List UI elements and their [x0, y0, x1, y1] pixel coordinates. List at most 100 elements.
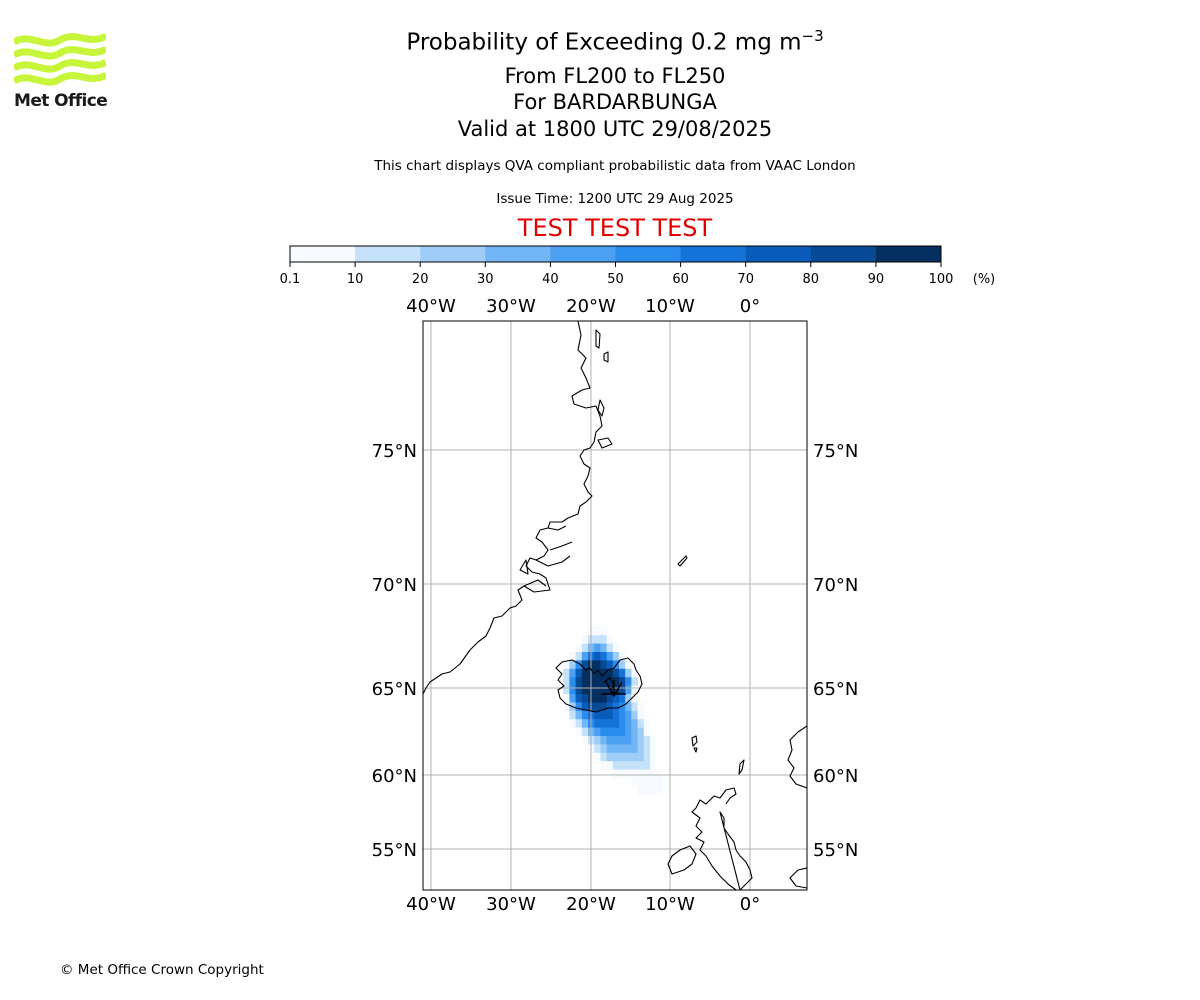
met-office-logo-icon — [14, 32, 106, 86]
longitude-label-bottom: 20°W — [566, 894, 616, 915]
plume-cell — [637, 727, 645, 737]
plume-cell — [569, 685, 576, 695]
colorbar-unit: (%) — [973, 272, 996, 287]
plume-cell — [625, 727, 632, 737]
plume-cell — [575, 727, 583, 737]
plume-cell — [650, 736, 657, 745]
longitude-label-top: 30°W — [486, 296, 536, 317]
scandinavia-south-coastline — [789, 867, 807, 889]
plume-cell — [612, 702, 620, 712]
iceland-detail — [603, 677, 615, 691]
greenland-island-a — [595, 329, 601, 349]
plume-cell — [600, 668, 607, 678]
plume-cell — [619, 677, 626, 686]
plume-cell — [575, 652, 583, 661]
plume-cell — [625, 761, 632, 770]
plume-cell — [625, 677, 632, 686]
plume-cell — [563, 677, 570, 686]
plume-cell — [643, 736, 651, 745]
plume-cell — [637, 752, 645, 762]
plume-cell — [563, 702, 570, 712]
coastlines — [423, 321, 807, 890]
iceland-coastline — [555, 657, 643, 713]
plume-cell — [637, 778, 645, 787]
plume-cell — [612, 752, 620, 762]
plume-cell — [606, 752, 614, 762]
plume-cell — [631, 778, 638, 787]
logo-wave-2 — [14, 45, 106, 60]
longitude-label-top: 10°W — [645, 296, 695, 317]
plume-cell — [581, 710, 589, 720]
plume-cell — [594, 660, 601, 670]
plume-cell — [575, 685, 583, 695]
colorbar-tick-label: 50 — [607, 272, 624, 287]
plume-cell — [581, 736, 589, 745]
plume-cell — [594, 719, 601, 728]
plume-cell — [656, 778, 663, 787]
plume-cell — [600, 677, 607, 686]
plume-cell — [575, 702, 583, 712]
plume-cell — [581, 643, 589, 653]
ash-probability-plume — [563, 626, 663, 796]
plume-cell — [606, 761, 614, 770]
colorbar-swatch — [290, 246, 356, 262]
plume-cell — [563, 694, 570, 703]
plume-cell — [643, 761, 651, 770]
colorbar-tick-label: 20 — [412, 272, 429, 287]
plume-cell — [600, 694, 607, 703]
plume-cell — [600, 652, 607, 661]
plume-cell — [650, 769, 657, 779]
plume-cell — [631, 685, 638, 695]
issue-time: Issue Time: 1200 UTC 29 Aug 2025 — [496, 191, 734, 207]
plume-cell — [594, 694, 601, 703]
latitude-label-right: 55°N — [813, 840, 858, 861]
plume-cell — [569, 652, 576, 661]
plume-cell — [581, 652, 589, 661]
title-flight-levels: From FL200 to FL250 — [504, 64, 726, 88]
plume-cell — [637, 736, 645, 745]
plume-cell — [581, 677, 589, 686]
plume-cell — [563, 660, 570, 670]
shetland-islands — [738, 759, 745, 775]
jan-mayen-coastline — [677, 555, 688, 567]
colorbar-swatch — [745, 246, 812, 262]
title-volcano: For BARDARBUNGA — [513, 90, 717, 114]
plume-cell — [650, 761, 657, 770]
plume-cell — [631, 668, 638, 678]
longitude-label-top: 20°W — [566, 296, 616, 317]
plume-cell — [625, 710, 632, 720]
colorbar-swatch — [810, 246, 877, 262]
plume-cell — [625, 660, 632, 670]
plume-cell — [594, 736, 601, 745]
plume-cell — [594, 668, 601, 678]
plume-cell — [569, 719, 576, 728]
plume-cell — [612, 769, 620, 779]
plume-cell — [569, 668, 576, 678]
plume-cell — [606, 702, 614, 712]
plume-cell — [619, 710, 626, 720]
plume-cell — [606, 635, 614, 644]
plume-cell — [643, 786, 651, 796]
map-frame — [422, 320, 808, 891]
plume-cell — [625, 685, 632, 695]
plume-cell — [619, 652, 626, 661]
plume-cell — [619, 752, 626, 762]
plume-cell — [612, 719, 620, 728]
greenland-island-b — [603, 351, 609, 363]
colorbar-tick-label: 100 — [929, 272, 954, 287]
great-britain-coastline — [691, 787, 753, 890]
plume-cell — [637, 744, 645, 754]
greenland-island-d — [597, 437, 613, 449]
plume-cell — [612, 761, 620, 770]
plume-cell — [575, 660, 583, 670]
plume-cell — [612, 710, 620, 720]
plume-cell — [594, 677, 601, 686]
plume-cell — [619, 744, 626, 754]
plume-cell — [631, 677, 638, 686]
plume-cell — [612, 694, 620, 703]
plume-cell — [606, 710, 614, 720]
colorbar-swatch — [875, 246, 942, 262]
greenland-fjord-2 — [549, 541, 573, 551]
map: 40°W 30°W 20°W 10°W 0° 40°W 30°W 20°W 10°W 0° 75… — [372, 296, 859, 915]
latitude-label-right: 60°N — [813, 766, 858, 787]
